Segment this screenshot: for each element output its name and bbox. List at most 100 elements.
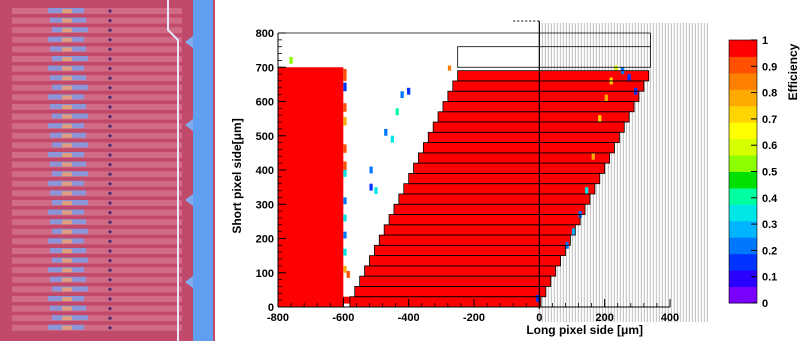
edge-cell — [343, 214, 347, 222]
pixel-row-strip — [12, 228, 182, 235]
efficiency-row — [403, 183, 595, 194]
bump-pad — [62, 9, 72, 13]
edge-cell — [384, 128, 388, 136]
colorbar-tick-label: 0.3 — [762, 219, 777, 231]
edge-cell — [369, 183, 373, 191]
pixel-row-strip — [12, 248, 182, 254]
bump-pad — [62, 201, 72, 205]
bump-pad — [62, 220, 72, 225]
edge-cell — [572, 228, 576, 236]
edge-cell — [343, 248, 347, 256]
edge-cell — [604, 94, 608, 102]
efficiency-row — [457, 70, 649, 81]
edge-cell — [374, 187, 378, 194]
colorbar-segment — [729, 122, 757, 140]
bump-pad — [62, 47, 72, 52]
bump-pad — [62, 105, 72, 109]
x-tick-label: 400 — [661, 312, 679, 324]
bump-pad — [62, 258, 72, 263]
pixel-row-strip — [12, 17, 182, 24]
colorbar-title: Efficiency — [786, 43, 800, 100]
efficiency-row — [374, 245, 566, 256]
pixel-row-strip — [12, 257, 182, 264]
y-tick-label: 700 — [256, 62, 274, 74]
via-dot — [108, 76, 112, 80]
bump-pad — [62, 133, 72, 138]
colorbar-segment — [729, 72, 757, 90]
edge-cell — [343, 68, 347, 81]
edge-cell — [407, 87, 411, 95]
edge-cell — [627, 74, 631, 81]
colorbar-tick-label: 0.7 — [762, 114, 777, 126]
efficiency-row — [438, 111, 630, 123]
via-dot — [108, 259, 112, 263]
efficiency-row — [364, 265, 556, 277]
pixel-row-strip — [12, 104, 182, 110]
via-dot — [108, 19, 112, 23]
x-tick-label: 0 — [536, 312, 542, 324]
arrow-marker — [185, 36, 193, 48]
y-axis-title: Short pixel side[μm] — [230, 118, 244, 233]
bump-pad — [62, 28, 72, 33]
bump-pad — [62, 287, 72, 292]
y-tick-label: 300 — [256, 199, 274, 211]
bump-pad — [62, 325, 72, 330]
pixel-row-strip — [12, 152, 182, 158]
edge-cell — [400, 91, 404, 99]
via-dot — [108, 230, 112, 234]
pixel-row-strip — [12, 94, 182, 101]
via-dot — [108, 211, 112, 215]
plot-area — [278, 23, 708, 322]
colorbar-tick-label: 1 — [762, 35, 768, 47]
arrow-marker — [185, 276, 193, 288]
bump-pad — [62, 85, 72, 90]
efficiency-row — [408, 173, 600, 184]
efficiency-row — [384, 224, 576, 236]
pixel-row-strip — [12, 142, 182, 149]
bump-pad — [62, 277, 72, 282]
pixel-row-strip — [12, 190, 182, 197]
edge-cell — [614, 65, 618, 71]
bump-pad — [62, 297, 72, 301]
axes: 0 100 200 300 400 500 600 700 800 -800 -600 -400 -20… — [256, 28, 680, 324]
efficiency-row — [398, 193, 590, 205]
bump-pad — [62, 95, 72, 100]
bump-pad — [62, 57, 72, 61]
x-tick-label: -600 — [332, 312, 354, 324]
pixel-row-strip — [12, 65, 182, 72]
efficiency-row — [418, 152, 610, 164]
edge-cell — [343, 231, 347, 239]
via-dot — [108, 163, 112, 167]
pixel-outlines — [278, 20, 651, 309]
pixel-row-strip — [12, 324, 182, 331]
colorbar-segment — [729, 237, 757, 255]
x-axis-title: Long pixel side [μm] — [526, 323, 643, 337]
pixel-row-strip — [12, 27, 182, 34]
efficiency-row — [393, 204, 586, 215]
sensor-layout-image — [0, 0, 215, 341]
via-dot — [108, 249, 112, 253]
y-tick-label: 600 — [256, 97, 274, 109]
bump-pad — [62, 268, 72, 273]
pixel-row-strip — [12, 36, 182, 43]
colorbar-tick-label: 0.4 — [762, 193, 778, 205]
arrow-marker — [185, 194, 193, 206]
efficiency-block — [278, 67, 344, 307]
edge-cell — [598, 115, 602, 123]
via-dot — [108, 9, 112, 13]
colorbar-segment — [729, 155, 757, 172]
colorbar-tick-label: 0 — [762, 298, 768, 310]
colorbar-segment — [729, 286, 757, 304]
sensor-layout-drawing — [0, 0, 215, 341]
pixel-outline — [457, 46, 651, 68]
efficiency-row — [354, 286, 546, 297]
edge-cell — [591, 152, 595, 160]
pixel-row-strip — [12, 267, 182, 274]
edge-cell — [289, 56, 293, 64]
pixel-row-strip — [12, 238, 182, 245]
pixel-row-strip — [12, 113, 182, 120]
via-dot — [108, 115, 112, 119]
via-dot — [108, 297, 112, 301]
efficiency-row — [428, 132, 620, 143]
via-dot — [108, 105, 112, 109]
